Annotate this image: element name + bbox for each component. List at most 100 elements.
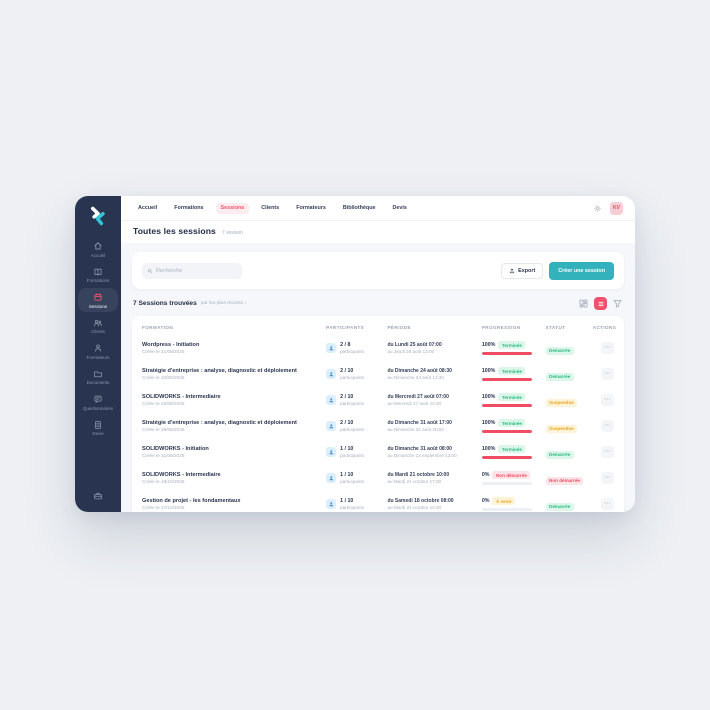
sidebar-item-label: Questionnaires <box>82 405 114 411</box>
session-count: 7 session <box>221 230 244 236</box>
row-actions-button[interactable]: ⋯ <box>601 342 614 354</box>
table-row[interactable]: SOLIDWORKS - Intermediaire Créée le 25/0… <box>142 387 614 413</box>
status-badge: Suspendue <box>545 424 578 433</box>
period-from: du Lundi 25 août 07:00 <box>387 341 442 348</box>
progress-badge: Terminée <box>498 445 526 454</box>
toolbar-card: Export Créer une session <box>132 252 624 289</box>
users-icon <box>94 319 102 326</box>
participants-label: participants <box>340 427 365 432</box>
calendar-icon <box>94 293 102 301</box>
row-actions-button[interactable]: ⋯ <box>601 394 614 406</box>
table-row[interactable]: SOLIDWORKS - Initiation Créée le 31/08/2… <box>142 439 614 465</box>
session-created: Créée le 28/08/2025 <box>142 427 185 433</box>
sidebar-nav: Accueil Formations Sessions Clients Form… <box>75 237 121 504</box>
export-button[interactable]: Export <box>501 262 544 279</box>
row-actions-button[interactable]: ⋯ <box>601 498 614 510</box>
search-icon <box>147 268 153 273</box>
progress-badge: Terminée <box>498 367 526 376</box>
book-icon <box>94 268 102 275</box>
session-title: SOLIDWORKS - Intermediaire <box>142 393 221 400</box>
row-actions-button[interactable]: ⋯ <box>601 368 614 380</box>
period-from: du Dimanche 24 août 08:30 <box>387 367 452 374</box>
nav-tab-sessions[interactable]: Sessions <box>215 202 250 214</box>
search-input[interactable] <box>156 267 237 274</box>
table-row[interactable]: Stratégie d'entreprise : analyse, diagno… <box>142 413 614 439</box>
user-avatar[interactable]: KV <box>610 201 623 215</box>
sidebar-item-formations[interactable]: Formations <box>78 263 118 287</box>
period-to: au Mercredi 27 août 12:00 <box>387 401 442 407</box>
session-title: SOLIDWORKS - Initiation <box>142 445 209 452</box>
page-header: Toutes les sessions 7 session <box>121 221 635 243</box>
table-row[interactable]: Gestion de projet - les fondamentaux Cré… <box>142 491 614 512</box>
row-actions-button[interactable]: ⋯ <box>601 420 614 432</box>
app-logo-icon <box>90 206 105 226</box>
period-from: du Samedi 18 octobre 08:00 <box>387 497 454 504</box>
period-to: au Jeudi 28 août 12:00 <box>387 349 435 355</box>
progress-bar <box>481 404 532 407</box>
participants-count: 1 / 10 <box>340 498 354 504</box>
export-icon <box>510 268 515 273</box>
progress-badge: Terminée <box>498 419 526 428</box>
table-row[interactable]: Stratégie d'entreprise : analyse, diagno… <box>142 361 614 387</box>
list-view-button[interactable] <box>594 297 607 310</box>
status-badge: Démarrée <box>545 502 574 511</box>
header-formation: FORMATION <box>142 325 174 330</box>
participants-count: 2 / 10 <box>340 368 354 374</box>
table-row[interactable]: Wordpress - Initiation Créée le 21/08/20… <box>142 335 614 361</box>
nav-tab-accueil[interactable]: Accueil <box>138 205 158 211</box>
home-icon <box>94 242 102 250</box>
status-badge: Non démarrée <box>545 476 584 485</box>
header-statut: STATUT <box>545 325 566 330</box>
header-participants: PARTICIPANTS <box>326 325 365 330</box>
row-actions-button[interactable]: ⋯ <box>601 446 614 458</box>
participants-count: 1 / 10 <box>340 472 354 478</box>
progress-badge: À venir <box>492 497 516 506</box>
participants-label: participants <box>340 401 365 406</box>
sidebar-item-label: Clients <box>91 329 105 334</box>
header-actions: ACTIONS <box>592 325 617 330</box>
content-area: Export Créer une session 7 Sessions trou… <box>121 243 635 512</box>
participants-icon <box>326 473 337 483</box>
nav-tab-formations[interactable]: Formations <box>174 205 204 211</box>
period-to: au Dimanche 24 août 13:30 <box>387 375 444 381</box>
nav-tab-clients[interactable]: Clients <box>261 205 280 211</box>
session-created: Créée le 31/08/2025 <box>142 453 185 459</box>
sidebar-item-devis[interactable]: Devis <box>78 416 118 440</box>
participants-icon <box>326 499 337 509</box>
sidebar-item-documents[interactable]: Documents <box>78 365 118 389</box>
sidebar-item-label: Documents <box>86 380 110 385</box>
sidebar-item-sessions[interactable]: Sessions <box>78 288 118 312</box>
filter-icon[interactable] <box>612 298 623 309</box>
session-title: Gestion de projet - les fondamentaux <box>142 497 241 504</box>
list-view-icon <box>598 301 603 306</box>
create-session-button[interactable]: Créer une session <box>549 261 614 280</box>
settings-gear-icon[interactable] <box>593 204 602 213</box>
period-to: au Mardi 21 octobre 17:00 <box>387 479 442 485</box>
row-actions-button[interactable]: ⋯ <box>601 472 614 484</box>
sidebar-item-questionnaires[interactable]: Questionnaires <box>78 390 118 414</box>
sidebar-item-clients[interactable]: Clients <box>78 314 118 338</box>
progress-badge: Non démarrée <box>492 471 531 480</box>
table-header-row: FORMATION PARTICIPANTS PÉRIODE PROGRESSI… <box>142 321 617 335</box>
sidebar-item-label: Formations <box>86 278 110 283</box>
nav-tab-devis[interactable]: Devis <box>392 205 407 211</box>
sidebar-item-formateurs[interactable]: Formateurs <box>78 339 118 363</box>
sidebar-item-briefcase[interactable] <box>78 487 118 504</box>
kanban-view-icon[interactable] <box>578 298 589 309</box>
nav-tab-formateurs[interactable]: Formateurs <box>296 205 326 211</box>
sort-label[interactable]: par les plus récents ↓ <box>200 301 247 306</box>
participants-count: 2 / 8 <box>340 342 351 348</box>
session-title: Stratégie d'entreprise : analyse, diagno… <box>142 419 297 426</box>
session-title: Wordpress - Initiation <box>142 341 200 348</box>
view-toggles <box>578 297 623 310</box>
table-row[interactable]: SOLIDWORKS - Intermediaire Créée le 18/1… <box>142 465 614 491</box>
status-badge: Démarrée <box>545 372 574 381</box>
search-box[interactable] <box>142 262 242 279</box>
folder-icon <box>94 370 102 377</box>
participants-label: participants <box>340 453 365 458</box>
nav-tab-bibliotheque[interactable]: Bibliothèque <box>342 205 376 211</box>
page-title: Toutes les sessions <box>133 226 216 236</box>
period-to: au Dimanche 14 septembre 13:00 <box>387 453 457 459</box>
sidebar-item-accueil[interactable]: Accueil <box>78 237 118 261</box>
main-panel: Accueil Formations Sessions Clients Form… <box>121 196 635 512</box>
